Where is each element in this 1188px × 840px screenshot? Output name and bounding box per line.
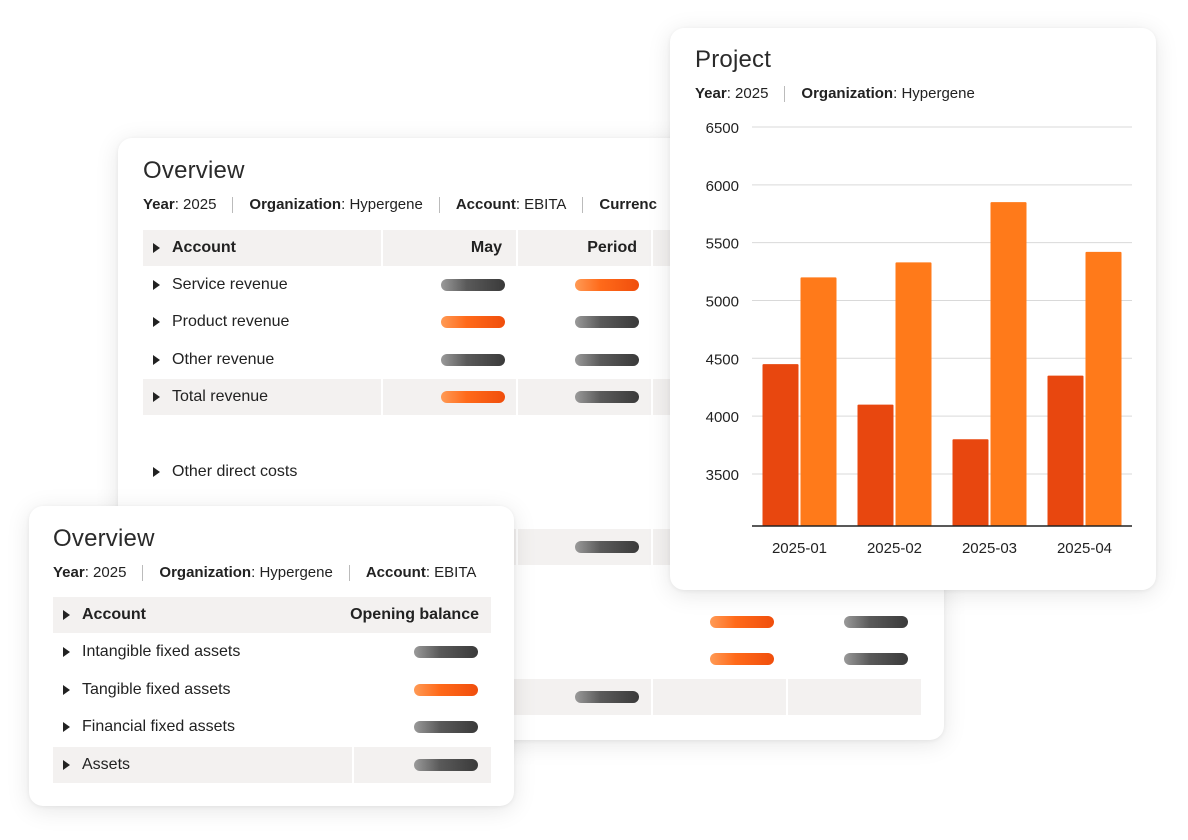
bar xyxy=(952,439,989,526)
value-placeholder xyxy=(710,653,774,665)
value-placeholder xyxy=(844,653,908,665)
value-placeholder xyxy=(414,646,478,658)
table-row[interactable]: Other direct costs xyxy=(143,454,921,490)
table-row[interactable]: Intangible fixed assets xyxy=(53,634,491,670)
value-placeholder xyxy=(575,391,639,403)
bar xyxy=(1085,251,1122,526)
table-row[interactable]: Tangible fixed assets xyxy=(53,672,491,708)
col-account-header[interactable]: Account xyxy=(143,230,383,266)
project-card: Project Year: 2025 Organization: Hyperge… xyxy=(670,28,1156,590)
table-header-row: Account Opening balance xyxy=(53,597,491,633)
table-row[interactable]: Service revenue xyxy=(143,267,921,303)
value-placeholder xyxy=(441,354,505,366)
value-placeholder xyxy=(441,316,505,328)
x-tick-label: 2025-01 xyxy=(772,540,827,557)
value-placeholder xyxy=(414,684,478,696)
y-tick-label: 6000 xyxy=(706,178,739,195)
table-row[interactable]: Other revenue xyxy=(143,342,921,378)
expand-icon[interactable] xyxy=(153,392,160,402)
expand-icon[interactable] xyxy=(153,317,160,327)
expand-icon[interactable] xyxy=(63,722,70,732)
project-meta: Year: 2025 Organization: Hypergene xyxy=(695,85,975,102)
bar xyxy=(800,277,837,526)
col-opening-balance-header[interactable]: Opening balance xyxy=(350,606,479,623)
overview-main-meta: Year: 2025 Organization: Hypergene Accou… xyxy=(143,196,657,213)
expand-icon[interactable] xyxy=(153,280,160,290)
expand-icon[interactable] xyxy=(153,355,160,365)
project-title: Project xyxy=(695,46,772,73)
value-placeholder xyxy=(441,279,505,291)
table-row[interactable]: Product revenue xyxy=(143,304,921,340)
x-tick-label: 2025-03 xyxy=(962,540,1017,557)
y-tick-label: 5000 xyxy=(706,293,739,310)
expand-icon[interactable] xyxy=(63,610,70,620)
expand-icon[interactable] xyxy=(63,685,70,695)
bar xyxy=(1047,375,1084,526)
value-placeholder xyxy=(441,391,505,403)
bar xyxy=(990,202,1027,526)
y-tick-label: 4500 xyxy=(706,351,739,368)
expand-icon[interactable] xyxy=(153,467,160,477)
value-placeholder xyxy=(575,691,639,703)
col-account-header[interactable]: Account xyxy=(53,597,303,633)
value-placeholder xyxy=(844,616,908,628)
col-may-header[interactable]: May xyxy=(383,230,518,266)
value-placeholder xyxy=(575,541,639,553)
overview-main-title: Overview xyxy=(143,157,245,184)
table-row[interactable] xyxy=(143,641,921,677)
overview-small-meta: Year: 2025 Organization: Hypergene Accou… xyxy=(53,564,477,581)
bar xyxy=(895,262,932,526)
overview-small-title: Overview xyxy=(53,525,155,552)
col-period-header[interactable]: Period xyxy=(518,230,653,266)
table-row[interactable]: Financial fixed assets xyxy=(53,709,491,745)
y-tick-label: 5500 xyxy=(706,236,739,253)
x-tick-label: 2025-04 xyxy=(1057,540,1112,557)
y-tick-label: 4000 xyxy=(706,409,739,426)
bar-chart: 3500 4000 4500 5000 5500 6000 6500 2025-01 2025-… xyxy=(706,120,1132,557)
bar xyxy=(762,364,799,526)
value-placeholder xyxy=(414,759,478,771)
y-tick-label: 3500 xyxy=(706,467,739,484)
table-row-total[interactable]: Assets xyxy=(53,747,491,783)
expand-icon[interactable] xyxy=(63,760,70,770)
value-placeholder xyxy=(710,616,774,628)
value-placeholder xyxy=(414,721,478,733)
bar xyxy=(857,404,894,526)
y-tick-label: 6500 xyxy=(706,120,739,137)
expand-icon[interactable] xyxy=(63,647,70,657)
value-placeholder xyxy=(575,279,639,291)
expand-icon[interactable] xyxy=(153,243,160,253)
value-placeholder xyxy=(575,354,639,366)
x-tick-label: 2025-02 xyxy=(867,540,922,557)
table-row[interactable] xyxy=(143,604,921,640)
overview-card-small: Overview Year: 2025 Organization: Hyperg… xyxy=(29,506,514,806)
value-placeholder xyxy=(575,316,639,328)
